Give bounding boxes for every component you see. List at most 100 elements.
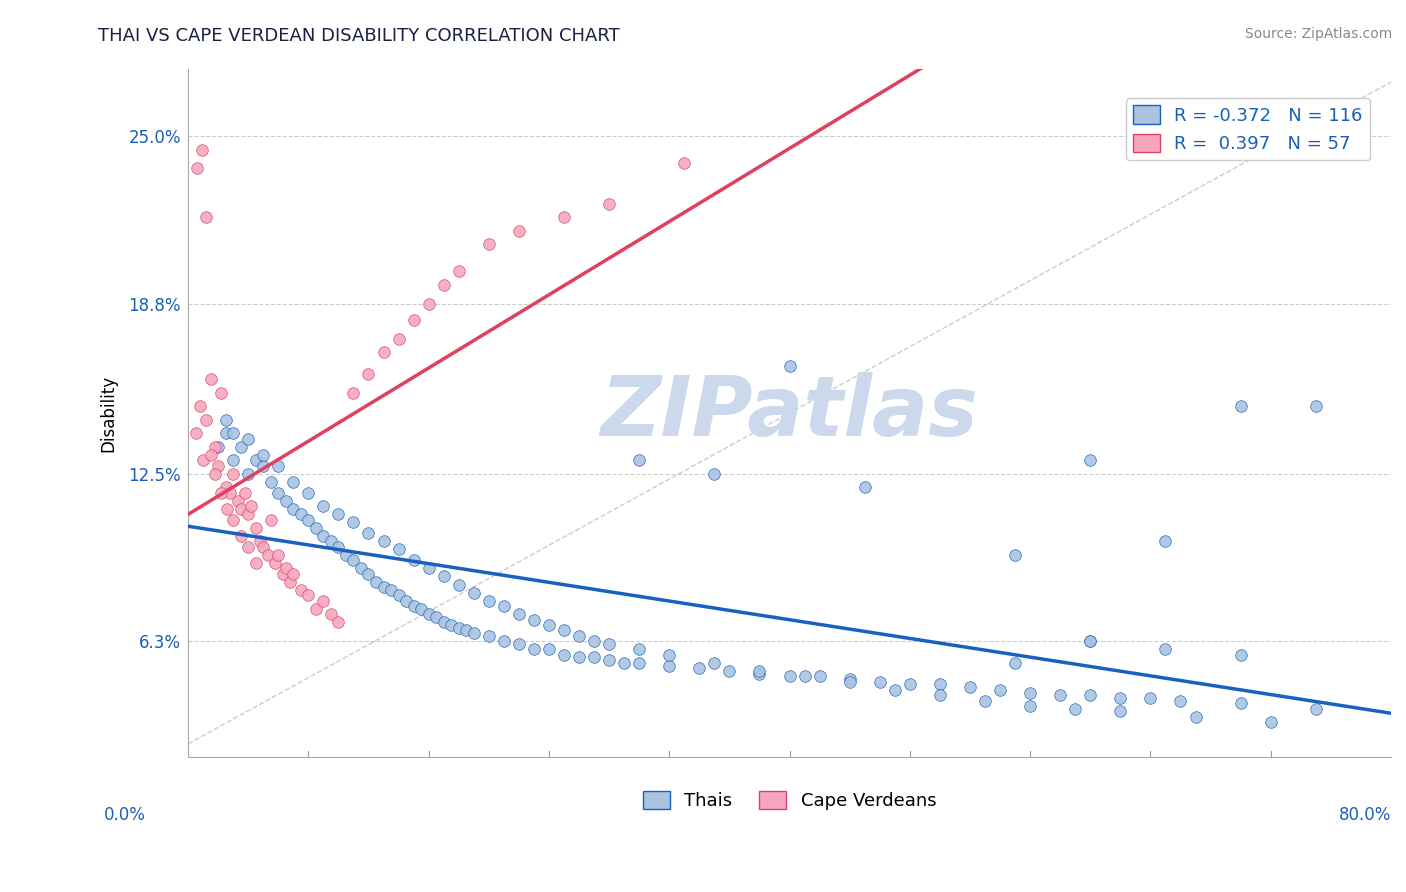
Point — [1078, 453, 1101, 467]
Point — [240, 499, 263, 513]
Point — [433, 277, 456, 292]
Point — [793, 669, 815, 683]
Point — [553, 624, 575, 638]
Point — [195, 413, 218, 427]
Point — [357, 526, 380, 541]
Point — [492, 599, 515, 614]
Legend: Thais, Cape Verdeans: Thais, Cape Verdeans — [636, 783, 943, 817]
Point — [838, 672, 860, 686]
Point — [312, 529, 335, 543]
Point — [252, 458, 274, 473]
Point — [1078, 634, 1101, 648]
Point — [387, 332, 409, 346]
Point — [271, 566, 294, 581]
Point — [447, 621, 470, 635]
Point — [373, 345, 395, 359]
Point — [974, 694, 997, 708]
Point — [447, 577, 470, 591]
Point — [364, 574, 387, 589]
Point — [1109, 705, 1132, 719]
Point — [1019, 685, 1042, 699]
Point — [628, 453, 651, 467]
Point — [1305, 399, 1327, 413]
Point — [395, 593, 418, 607]
Point — [718, 664, 741, 678]
Point — [267, 548, 290, 562]
Point — [1154, 642, 1177, 657]
Point — [195, 210, 218, 224]
Point — [508, 224, 530, 238]
Point — [492, 634, 515, 648]
Point — [1305, 702, 1327, 716]
Point — [222, 513, 245, 527]
Point — [1170, 694, 1192, 708]
Point — [274, 561, 297, 575]
Point — [598, 196, 620, 211]
Point — [898, 677, 921, 691]
Point — [523, 613, 546, 627]
Point — [568, 650, 591, 665]
Point — [186, 161, 208, 176]
Point — [219, 485, 242, 500]
Point — [959, 680, 981, 694]
Point — [249, 534, 271, 549]
Point — [1019, 699, 1042, 714]
Point — [523, 642, 546, 657]
Point — [1139, 690, 1161, 705]
Point — [478, 593, 501, 607]
Point — [537, 618, 560, 632]
Point — [283, 501, 305, 516]
Y-axis label: Disability: Disability — [100, 375, 117, 451]
Point — [1109, 690, 1132, 705]
Point — [463, 626, 485, 640]
Point — [229, 501, 252, 516]
Point — [869, 674, 891, 689]
Point — [402, 599, 425, 614]
Point — [226, 493, 249, 508]
Point — [328, 615, 350, 630]
Point — [928, 688, 950, 702]
Text: ZIPatlas: ZIPatlas — [600, 373, 979, 453]
Point — [252, 540, 274, 554]
Point — [209, 485, 232, 500]
Point — [305, 602, 328, 616]
Point — [245, 521, 267, 535]
Point — [290, 582, 312, 597]
Point — [402, 553, 425, 567]
Point — [418, 296, 440, 310]
Point — [508, 607, 530, 622]
Point — [1078, 688, 1101, 702]
Point — [425, 610, 447, 624]
Point — [214, 480, 236, 494]
Point — [283, 475, 305, 489]
Point — [297, 513, 319, 527]
Point — [628, 642, 651, 657]
Point — [214, 413, 236, 427]
Point — [456, 624, 478, 638]
Point — [297, 588, 319, 602]
Point — [233, 485, 256, 500]
Point — [673, 156, 696, 170]
Point — [598, 637, 620, 651]
Point — [853, 480, 876, 494]
Point — [217, 501, 239, 516]
Point — [598, 653, 620, 667]
Point — [508, 637, 530, 651]
Point — [1049, 688, 1071, 702]
Point — [278, 574, 301, 589]
Point — [433, 569, 456, 583]
Point — [229, 529, 252, 543]
Point — [658, 648, 681, 662]
Point — [883, 682, 905, 697]
Text: 80.0%: 80.0% — [1339, 805, 1391, 823]
Point — [418, 607, 440, 622]
Point — [463, 585, 485, 599]
Point — [447, 264, 470, 278]
Point — [252, 448, 274, 462]
Point — [748, 666, 770, 681]
Point — [537, 642, 560, 657]
Point — [1154, 534, 1177, 549]
Point — [478, 237, 501, 252]
Point — [703, 467, 725, 481]
Point — [583, 634, 606, 648]
